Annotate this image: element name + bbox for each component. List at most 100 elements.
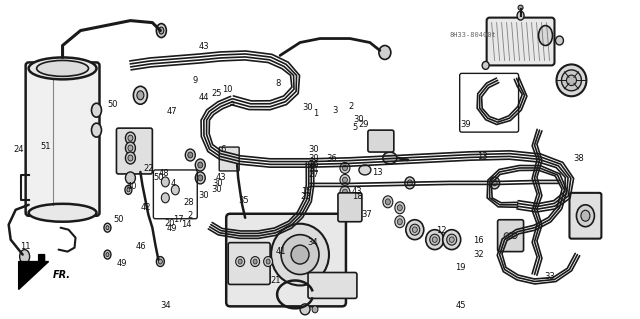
Text: 43: 43 <box>198 42 209 51</box>
Ellipse shape <box>127 188 130 192</box>
Ellipse shape <box>412 227 417 233</box>
FancyBboxPatch shape <box>116 128 152 174</box>
Ellipse shape <box>106 253 109 256</box>
Ellipse shape <box>128 135 133 141</box>
Ellipse shape <box>29 204 97 222</box>
Ellipse shape <box>557 64 586 96</box>
Text: 30: 30 <box>353 115 364 124</box>
FancyBboxPatch shape <box>368 130 394 152</box>
Text: 24: 24 <box>13 145 24 154</box>
Ellipse shape <box>340 162 350 174</box>
FancyBboxPatch shape <box>338 193 362 222</box>
Text: 34: 34 <box>160 301 171 310</box>
Ellipse shape <box>251 256 260 267</box>
Text: 44: 44 <box>198 93 209 102</box>
Text: 46: 46 <box>136 242 147 251</box>
Ellipse shape <box>29 57 97 79</box>
Ellipse shape <box>158 259 163 264</box>
Text: 47: 47 <box>166 107 177 116</box>
Ellipse shape <box>238 259 242 264</box>
Ellipse shape <box>159 27 164 34</box>
Text: 51: 51 <box>40 142 51 151</box>
Ellipse shape <box>395 216 405 228</box>
Text: 16: 16 <box>473 236 484 245</box>
Text: 43: 43 <box>216 174 227 182</box>
Ellipse shape <box>125 152 136 164</box>
Text: 39: 39 <box>460 120 471 129</box>
Ellipse shape <box>125 142 136 154</box>
Ellipse shape <box>430 234 440 245</box>
Text: 30: 30 <box>308 145 319 154</box>
Ellipse shape <box>156 256 164 267</box>
Ellipse shape <box>195 172 205 184</box>
Ellipse shape <box>128 155 133 161</box>
Ellipse shape <box>383 152 397 164</box>
Ellipse shape <box>133 86 147 104</box>
Ellipse shape <box>186 149 195 161</box>
Text: 29: 29 <box>358 120 369 129</box>
Polygon shape <box>19 255 49 289</box>
Text: 14: 14 <box>180 220 191 229</box>
Ellipse shape <box>253 259 257 264</box>
Ellipse shape <box>447 234 457 245</box>
Ellipse shape <box>125 132 136 144</box>
Ellipse shape <box>188 152 193 158</box>
Text: 1: 1 <box>313 109 318 118</box>
Text: 35: 35 <box>238 196 249 205</box>
Text: 4: 4 <box>170 179 176 188</box>
Text: 20: 20 <box>164 219 175 227</box>
Ellipse shape <box>449 237 454 242</box>
Ellipse shape <box>128 145 133 151</box>
Text: 12: 12 <box>436 226 447 235</box>
Text: 30: 30 <box>211 185 222 195</box>
Text: 11: 11 <box>20 242 30 251</box>
Ellipse shape <box>379 46 391 59</box>
Ellipse shape <box>566 75 577 85</box>
Text: 2: 2 <box>348 102 353 111</box>
Ellipse shape <box>342 165 348 171</box>
Ellipse shape <box>518 5 523 10</box>
Text: 48: 48 <box>158 169 169 178</box>
Ellipse shape <box>407 180 412 186</box>
Text: 41: 41 <box>275 247 285 256</box>
Text: 6: 6 <box>220 145 226 154</box>
Ellipse shape <box>172 185 179 195</box>
Text: 26: 26 <box>308 160 319 169</box>
Ellipse shape <box>359 165 371 175</box>
Ellipse shape <box>156 24 166 38</box>
Ellipse shape <box>161 177 170 187</box>
Text: 50: 50 <box>108 100 118 109</box>
Ellipse shape <box>342 202 348 208</box>
Ellipse shape <box>385 199 390 205</box>
Text: 25: 25 <box>211 89 222 98</box>
Text: 50: 50 <box>154 174 164 182</box>
Text: 30: 30 <box>212 179 223 188</box>
Text: 40: 40 <box>126 182 137 191</box>
Text: 31: 31 <box>308 165 319 174</box>
Text: 10: 10 <box>222 85 233 94</box>
FancyBboxPatch shape <box>228 243 270 285</box>
Ellipse shape <box>556 36 563 45</box>
FancyBboxPatch shape <box>226 214 346 306</box>
Text: 50: 50 <box>113 215 124 224</box>
Text: 17: 17 <box>173 215 184 224</box>
Text: 13: 13 <box>372 168 383 177</box>
Ellipse shape <box>125 185 132 194</box>
Text: 22: 22 <box>143 164 154 173</box>
Ellipse shape <box>342 177 348 183</box>
Ellipse shape <box>291 245 309 264</box>
Ellipse shape <box>92 103 102 117</box>
Ellipse shape <box>342 189 348 195</box>
Ellipse shape <box>517 11 524 20</box>
Ellipse shape <box>432 237 437 242</box>
FancyBboxPatch shape <box>308 272 357 298</box>
Ellipse shape <box>406 220 424 240</box>
Ellipse shape <box>383 196 393 208</box>
Text: 8H33-80400t: 8H33-80400t <box>450 32 497 38</box>
Text: 3: 3 <box>333 106 338 115</box>
Text: 21: 21 <box>270 276 280 285</box>
Ellipse shape <box>581 210 590 221</box>
Ellipse shape <box>198 175 203 181</box>
Ellipse shape <box>410 224 420 235</box>
Text: 34: 34 <box>307 238 317 247</box>
